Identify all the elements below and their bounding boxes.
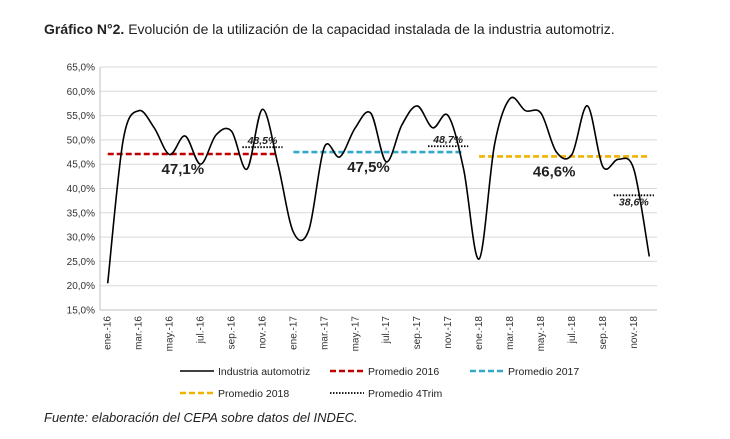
quarter-average-label: 48,5% — [247, 135, 278, 147]
quarter-average-label: 38,6% — [619, 196, 649, 208]
legend-label: Industria automotriz — [218, 366, 310, 378]
average-label: 47,5% — [347, 159, 390, 176]
chart-title-text: Evolución de la utilización de la capaci… — [128, 21, 615, 37]
line-chart: 15,0% 20,0% 25,0% 30,0% 35,0% 40,0% 45,0% 50,0%… — [67, 63, 657, 400]
x-tick-label: jul.-18 — [567, 316, 578, 345]
legend-label: Promedio 2016 — [368, 366, 439, 378]
y-tick-label: 20,0% — [67, 281, 95, 292]
x-tick-label: ene.-18 — [474, 316, 485, 350]
y-tick-label: 15,0% — [67, 306, 95, 317]
legend-label: Promedio 2017 — [508, 366, 579, 378]
y-tick-label: 30,0% — [67, 233, 95, 244]
y-tick-label: 35,0% — [67, 208, 95, 219]
y-tick-label: 25,0% — [67, 257, 95, 268]
average-label: 46,6% — [533, 163, 576, 180]
y-tick-label: 60,0% — [67, 87, 95, 98]
y-tick-label: 65,0% — [67, 63, 95, 74]
series-line-industria-automotriz — [106, 96, 651, 284]
y-tick-label: 45,0% — [67, 160, 95, 171]
x-tick-label: may.-17 — [350, 316, 361, 352]
x-tick-label: may.-16 — [165, 316, 176, 352]
x-tick-label: jul.-16 — [196, 316, 207, 345]
x-tick-label: sep.-16 — [227, 316, 238, 350]
x-tick-label: mar.-18 — [505, 316, 516, 350]
quarter-average-label: 48,7% — [432, 134, 463, 146]
average-label: 47,1% — [162, 161, 205, 178]
x-tick-label: jul.-17 — [381, 316, 392, 345]
x-tick-label: ene.-16 — [103, 316, 114, 350]
x-tick-label: nov.-16 — [257, 316, 268, 349]
legend-label: Promedio 2018 — [218, 388, 289, 400]
x-tick-label: nov.-17 — [443, 316, 454, 349]
y-tick-label: 40,0% — [67, 184, 95, 195]
legend-label: Promedio 4Trim — [368, 388, 443, 400]
x-tick-label: may.-18 — [536, 316, 547, 352]
x-tick-label: nov.-18 — [629, 316, 640, 349]
x-tick-label: mar.-17 — [319, 316, 330, 350]
x-tick-label: sep.-18 — [598, 316, 609, 350]
source-note: Fuente: elaboración del CEPA sobre datos… — [44, 410, 358, 425]
x-tick-label: sep.-17 — [412, 316, 423, 350]
chart-title-bold: Gráfico N°2. — [44, 21, 125, 37]
x-tick-label: ene.-17 — [288, 316, 299, 350]
x-tick-label: mar.-16 — [134, 316, 145, 350]
y-tick-label: 50,0% — [67, 135, 95, 146]
y-tick-label: 55,0% — [67, 111, 95, 122]
chart-title: Gráfico N°2. Evolución de la utilización… — [44, 21, 684, 38]
